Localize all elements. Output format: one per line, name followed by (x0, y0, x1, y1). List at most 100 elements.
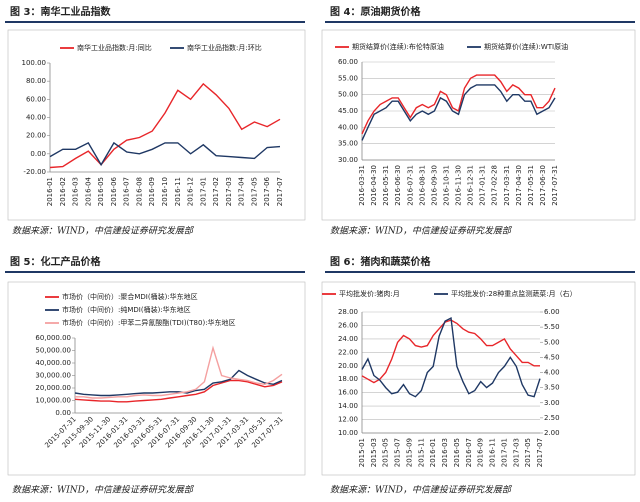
y2-tick-label: 3.50 (544, 384, 560, 392)
y-tick-label: 10.00 (338, 429, 358, 437)
y-tick-label: 40.00 (338, 123, 358, 131)
y-tick-label: 40.00 (26, 114, 46, 122)
x-tick-label: 2016-06-30 (394, 165, 402, 206)
x-tick-label: 2017-07-31 (551, 165, 559, 206)
x-tick-label: 2017-05 (524, 438, 532, 467)
y-tick-label: 45.00 (338, 107, 358, 115)
chart-frame (7, 29, 306, 221)
series-line (361, 317, 541, 398)
x-tick-label: 2016-11 (174, 177, 182, 206)
x-tick-label: 2016-11 (489, 438, 497, 467)
y-tick-label: 30,000.00 (35, 372, 71, 380)
source-note: 数据来源：WIND，中信建投证券研究发展部 (12, 485, 195, 496)
legend-label: 南华工业品指数:月:环比 (187, 43, 262, 52)
x-tick-label: 2017-04 (238, 176, 246, 206)
y-tick-label: 80.00 (26, 77, 46, 85)
y-tick-label: 35.00 (338, 140, 358, 148)
x-tick-label: 2016-09-30 (430, 165, 438, 206)
y2-tick-label: 3.00 (544, 399, 560, 407)
y-tick-label: 40,000.00 (35, 359, 71, 367)
y-tick-label: 30.00 (338, 156, 358, 164)
y-tick-label: 28.00 (338, 308, 358, 316)
series-line (361, 319, 540, 384)
x-tick-label: 2016-01 (429, 438, 437, 467)
x-tick-label: 2015-11 (417, 438, 425, 467)
y-tick-label: -20.00 (23, 168, 46, 176)
x-tick-label: 2017-03-31 (503, 165, 511, 206)
x-tick-label: 2016-08 (135, 177, 143, 206)
x-tick-label: 2016-02 (59, 177, 67, 206)
figure-title: 图 5：化工产品价格 (10, 255, 101, 268)
legend-label: 平均批发价:猪肉:月 (339, 289, 400, 298)
legend-label: 期货结算价(连续):布伦特原油 (352, 42, 444, 51)
x-tick-label: 2017-01 (500, 438, 508, 467)
x-tick-label: 2016-08-31 (418, 165, 426, 206)
series-line (74, 369, 283, 397)
y-tick-label: 0.00 (55, 409, 71, 417)
y-tick-label: 60.00 (26, 95, 46, 103)
source-note: 数据来源：WIND，中信建投证券研究发展部 (330, 485, 513, 496)
x-tick-label: 2016-03 (72, 177, 80, 206)
y-tick-label: 22.00 (338, 348, 358, 356)
chart-frame (321, 281, 636, 476)
figure-title: 图 3：南华工业品指数 (10, 5, 111, 18)
x-tick-label: 2016-10-31 (442, 165, 450, 206)
x-tick-label: 2017-03 (512, 438, 520, 467)
y2-tick-label: 4.00 (544, 369, 560, 377)
source-note: 数据来源：WIND，中信建投证券研究发展部 (330, 226, 513, 237)
x-tick-label: 2017-01 (199, 177, 207, 206)
y2-tick-label: 5.50 (544, 323, 560, 331)
x-tick-label: 2016-09 (477, 438, 485, 467)
figure-title: 图 6：猪肉和蔬菜价格 (330, 255, 431, 268)
y-tick-label: 50,000.00 (35, 347, 71, 355)
x-tick-label: 2015-09 (405, 438, 413, 467)
series-line (49, 82, 281, 169)
x-tick-label: 2017-02 (212, 177, 220, 206)
x-tick-label: 2016-01 (46, 177, 54, 206)
y-tick-label: 50.00 (338, 91, 358, 99)
y2-tick-label: 2.00 (544, 429, 560, 437)
x-tick-label: 2015-03 (370, 438, 378, 467)
x-tick-label: 2017-02-28 (491, 165, 499, 206)
x-tick-label: 2015-05 (382, 438, 390, 467)
y2-tick-label: 5.00 (544, 338, 560, 346)
x-tick-label: 2016-05-31 (382, 165, 390, 206)
x-tick-label: 2016-03-31 (358, 165, 366, 206)
x-tick-label: 2016-05 (453, 438, 461, 467)
x-tick-label: 2016-12 (187, 177, 195, 206)
legend-label: 市场价（中间价）:聚合MDI(桶装):华东地区 (62, 292, 198, 301)
y2-tick-label: 6.00 (544, 308, 560, 316)
legend-label: 期货结算价(连续):WTI原油 (484, 42, 568, 51)
source-note: 数据来源：WIND，中信建投证券研究发展部 (12, 226, 195, 237)
y2-tick-label: 4.50 (544, 353, 560, 361)
legend-label: 平均批发价:28种重点监测蔬菜:月（右） (451, 289, 577, 298)
figure-title: 图 4：原油期货价格 (330, 5, 421, 18)
x-tick-label: 2016-06 (110, 176, 118, 206)
series-line (75, 345, 283, 399)
x-tick-label: 2016-05 (97, 177, 105, 206)
y-tick-label: 20,000.00 (35, 384, 71, 392)
y-tick-label: 100.00 (22, 59, 47, 67)
x-tick-label: 2017-07 (536, 438, 544, 467)
legend-label: 市场价（中间价）:甲苯二异氰酸酯(TDI)(T80):华东地区 (62, 318, 236, 327)
y-tick-label: 18.00 (338, 375, 358, 383)
x-tick-label: 2015-07 (394, 438, 402, 467)
x-tick-label: 2016-07 (465, 438, 473, 467)
x-tick-label: 2015-01 (358, 438, 366, 467)
x-tick-label: 2017-06 (263, 176, 271, 206)
x-tick-label: 2017-03 (225, 177, 233, 206)
x-tick-label: 2017-05 (250, 177, 258, 206)
y-tick-label: 16.00 (338, 389, 358, 397)
y-tick-label: 0.00 (30, 150, 46, 158)
x-tick-label: 2017-07 (276, 177, 284, 206)
x-tick-label: 2016-04-30 (370, 165, 378, 206)
y-tick-label: 20.00 (338, 362, 358, 370)
legend-label: 南华工业品指数:月:同比 (77, 43, 152, 52)
y-tick-label: 10,000.00 (35, 397, 71, 405)
y-tick-label: 26.00 (338, 321, 358, 329)
y-tick-label: 60.00 (338, 58, 358, 66)
series-line (361, 84, 556, 141)
legend-label: 市场价（中间价）:纯MDI(桶装):华东地区 (62, 305, 191, 314)
x-tick-label: 2016-10 (161, 177, 169, 206)
